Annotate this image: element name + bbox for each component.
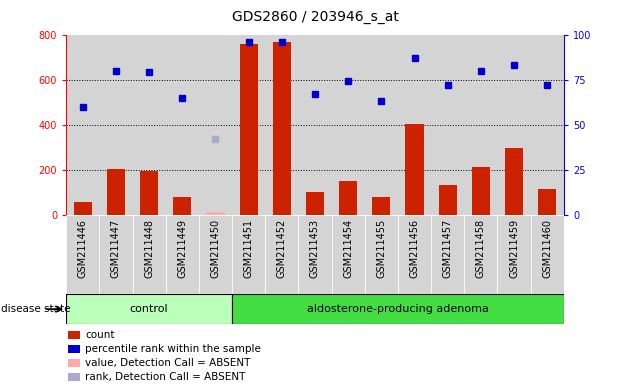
Text: GSM211446: GSM211446	[77, 219, 88, 278]
Text: GSM211447: GSM211447	[111, 219, 121, 278]
Text: GSM211459: GSM211459	[509, 219, 519, 278]
Bar	[69, 331, 80, 339]
Text: control: control	[130, 304, 168, 314]
Text: GSM211455: GSM211455	[376, 219, 386, 278]
Bar	[265, 215, 299, 294]
Text: count: count	[86, 330, 115, 340]
Text: GSM211451: GSM211451	[244, 219, 254, 278]
Bar	[140, 171, 158, 215]
Bar	[331, 215, 365, 294]
Bar	[299, 215, 331, 294]
Bar	[273, 43, 291, 215]
Bar	[166, 215, 199, 294]
Bar	[66, 215, 100, 294]
Text: percentile rank within the sample: percentile rank within the sample	[86, 344, 261, 354]
Text: rank, Detection Call = ABSENT: rank, Detection Call = ABSENT	[86, 372, 246, 382]
Bar	[69, 345, 80, 353]
Bar	[232, 215, 265, 294]
Bar	[69, 359, 80, 367]
Text: GSM211458: GSM211458	[476, 219, 486, 278]
Bar	[431, 215, 464, 294]
Text: GSM211460: GSM211460	[542, 219, 553, 278]
Text: GSM211448: GSM211448	[144, 219, 154, 278]
Bar	[538, 189, 556, 215]
Bar	[438, 185, 457, 215]
Bar	[406, 124, 423, 215]
Text: GSM211453: GSM211453	[310, 219, 320, 278]
Bar	[173, 197, 192, 215]
Text: GSM211457: GSM211457	[443, 219, 453, 278]
Text: value, Detection Call = ABSENT: value, Detection Call = ABSENT	[86, 358, 251, 368]
Bar	[398, 215, 431, 294]
Text: GSM211449: GSM211449	[177, 219, 187, 278]
Text: GSM211452: GSM211452	[277, 219, 287, 278]
Bar	[69, 373, 80, 381]
Bar	[365, 215, 398, 294]
Bar	[100, 215, 132, 294]
Bar	[498, 215, 530, 294]
Bar	[132, 215, 166, 294]
Bar	[372, 197, 391, 215]
Text: disease state: disease state	[1, 304, 71, 314]
Text: GSM211454: GSM211454	[343, 219, 353, 278]
Bar	[107, 169, 125, 215]
Bar	[339, 181, 357, 215]
Bar	[74, 202, 92, 215]
Text: GSM211456: GSM211456	[410, 219, 420, 278]
Bar	[464, 215, 498, 294]
Text: aldosterone-producing adenoma: aldosterone-producing adenoma	[307, 304, 489, 314]
Bar	[232, 294, 564, 324]
Bar	[530, 215, 564, 294]
Bar	[306, 192, 324, 215]
Bar	[66, 294, 232, 324]
Bar	[207, 212, 224, 215]
Bar	[199, 215, 232, 294]
Text: GDS2860 / 203946_s_at: GDS2860 / 203946_s_at	[232, 10, 398, 23]
Bar	[239, 44, 258, 215]
Text: GSM211450: GSM211450	[210, 219, 220, 278]
Bar	[505, 149, 523, 215]
Bar	[472, 167, 490, 215]
